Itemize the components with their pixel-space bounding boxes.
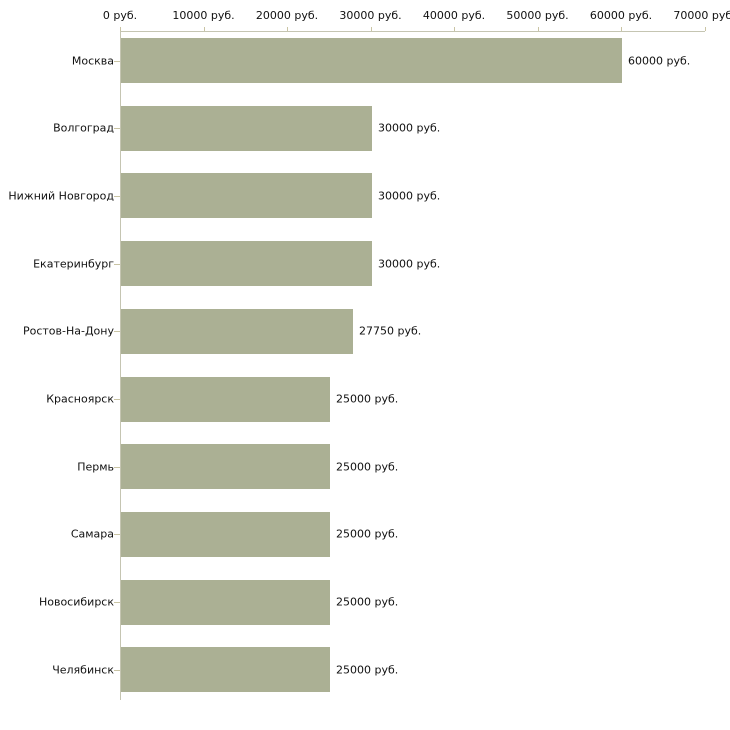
y-axis-tick-mark (114, 195, 120, 197)
x-axis-tick-label: 20000 руб. (255, 9, 319, 22)
x-axis-tick-mark (704, 27, 706, 31)
value-label: 25000 руб. (336, 595, 399, 609)
category-label: Пермь (77, 460, 114, 474)
y-axis-tick-mark (114, 331, 120, 333)
y-axis-tick-mark (114, 534, 120, 536)
x-axis-tick-mark (287, 27, 288, 31)
x-axis-tick-label: 10000 руб. (172, 9, 235, 22)
bar-2 (121, 105, 372, 151)
x-axis-tick-label: 50000 руб. (506, 9, 569, 22)
y-axis-line (120, 31, 121, 700)
value-label: 25000 руб. (336, 527, 399, 541)
category-label: Челябинск (52, 663, 114, 677)
value-label: 27750 руб. (359, 324, 422, 338)
category-label: Екатеринбург (33, 257, 114, 271)
value-label: 30000 руб. (378, 121, 441, 135)
x-axis-tick-mark (120, 27, 121, 31)
category-label: Ростов-На-Дону (22, 324, 114, 338)
y-axis-tick-mark (114, 466, 120, 468)
category-label: Новосибирск (38, 595, 114, 609)
y-axis-tick-mark (114, 60, 120, 62)
y-axis-tick-mark (114, 669, 120, 671)
bar-3 (121, 173, 372, 219)
value-label: 25000 руб. (336, 460, 399, 474)
y-axis-tick-mark (114, 399, 120, 400)
category-label: Волгоград (53, 121, 114, 135)
value-label: 30000 руб. (378, 257, 441, 271)
value-label: 25000 руб. (336, 663, 399, 677)
bar-5 (121, 308, 353, 354)
y-axis-tick-mark (114, 128, 120, 130)
bar-10 (121, 647, 330, 693)
bar-6 (121, 376, 330, 422)
x-axis-tick-label: 70000 руб. (673, 9, 730, 22)
value-label: 25000 руб. (336, 392, 399, 406)
category-label: Нижний Новгород (8, 189, 114, 203)
y-axis-tick-mark (114, 263, 120, 265)
x-axis-tick-label: 40000 руб. (422, 9, 486, 22)
x-axis-tick-label: 0 руб. (102, 9, 138, 22)
category-label: Москва (71, 54, 114, 67)
x-axis-line (120, 31, 705, 32)
bar-4 (121, 241, 372, 287)
bar-7 (121, 444, 330, 490)
x-axis-tick-label: 30000 руб. (339, 9, 402, 22)
bar-8 (121, 511, 330, 557)
x-axis-tick-mark (370, 27, 372, 31)
bar-9 (121, 579, 330, 625)
bar-1 (121, 38, 622, 83)
value-label: 30000 руб. (378, 189, 441, 203)
y-axis-tick-mark (114, 602, 120, 604)
x-axis-tick-mark (621, 27, 622, 31)
category-label: Самара (70, 527, 114, 541)
x-axis-tick-mark (537, 27, 539, 31)
category-label: Красноярск (46, 392, 114, 406)
x-axis-tick-mark (203, 27, 205, 31)
x-axis-tick-mark (454, 27, 455, 31)
value-label: 60000 руб. (628, 54, 691, 67)
x-axis-tick-label: 60000 руб. (589, 9, 653, 22)
